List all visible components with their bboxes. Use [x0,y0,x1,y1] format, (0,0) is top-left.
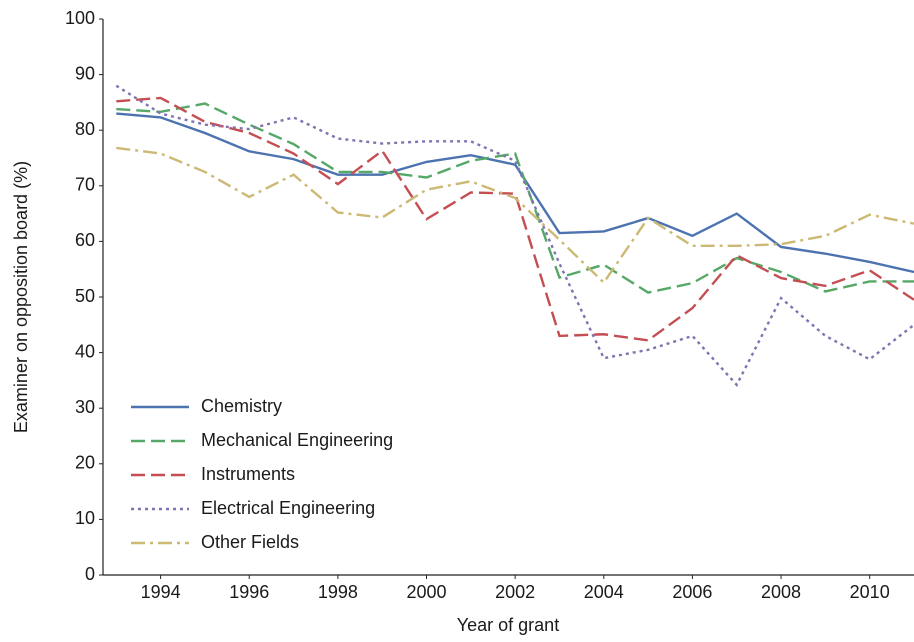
legend-label: Electrical Engineering [201,498,375,518]
x-tick-label: 2006 [672,582,712,602]
y-tick-label: 100 [65,8,95,28]
y-tick-label: 60 [75,230,95,250]
legend-label: Other Fields [201,532,299,552]
y-tick-label: 70 [75,175,95,195]
data-line [116,146,914,285]
y-tick-label: 0 [85,564,95,584]
x-tick-label: 1998 [318,582,358,602]
x-tick-label: 2002 [495,582,535,602]
legend-label: Mechanical Engineering [201,430,393,450]
legend-label: Chemistry [201,396,282,416]
y-tick-label: 40 [75,341,95,361]
x-tick-label: 2000 [406,582,446,602]
data-line [116,112,914,274]
data-line [116,96,914,342]
legend-label: Instruments [201,464,295,484]
y-tick-label: 20 [75,453,95,473]
y-axis-label: Examiner on opposition board (%) [11,161,31,433]
x-tick-label: 1994 [141,582,181,602]
y-tick-label: 10 [75,508,95,528]
y-tick-label: 80 [75,119,95,139]
x-tick-label: 1996 [229,582,269,602]
x-tick-label: 2010 [850,582,890,602]
data-line [116,102,914,294]
y-tick-label: 90 [75,63,95,83]
y-tick-label: 30 [75,397,95,417]
plot-area [115,84,914,387]
y-tick-label: 50 [75,286,95,306]
x-tick-label: 2004 [584,582,624,602]
data-line [115,84,914,387]
x-axis-label: Year of grant [457,615,559,635]
x-tick-label: 2008 [761,582,801,602]
